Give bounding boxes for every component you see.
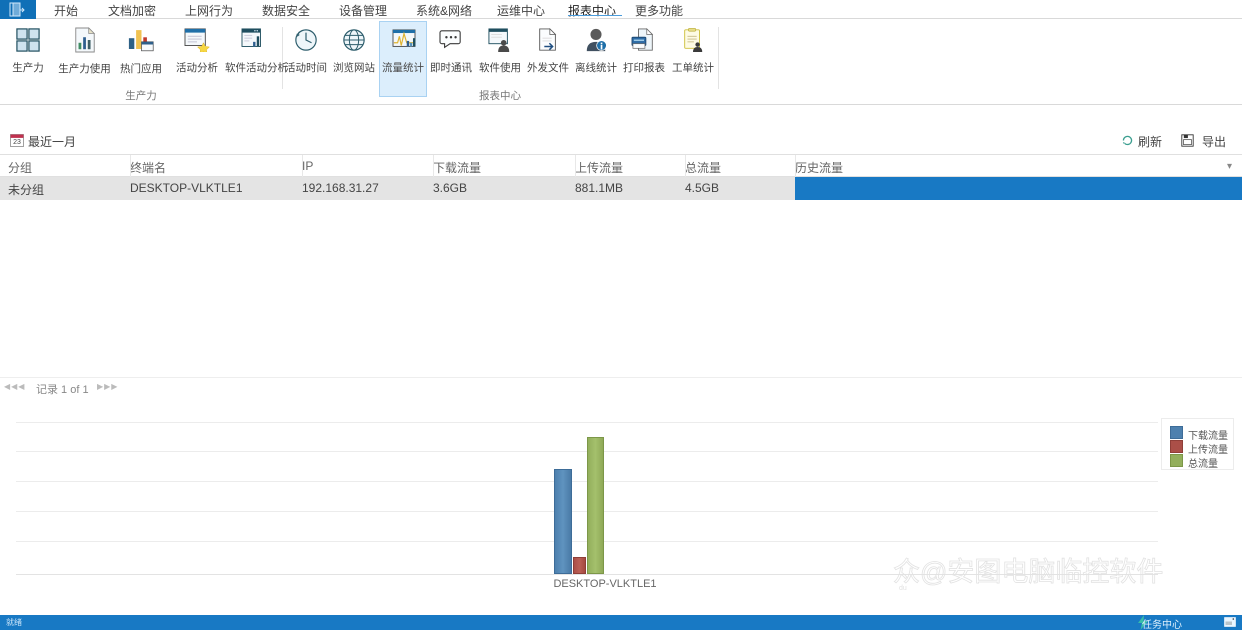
svg-text:du: du: [899, 585, 907, 592]
svg-text:众@安图电脑临控软件: 众@安图电脑临控软件: [893, 557, 1163, 587]
svg-text:23: 23: [13, 139, 21, 146]
